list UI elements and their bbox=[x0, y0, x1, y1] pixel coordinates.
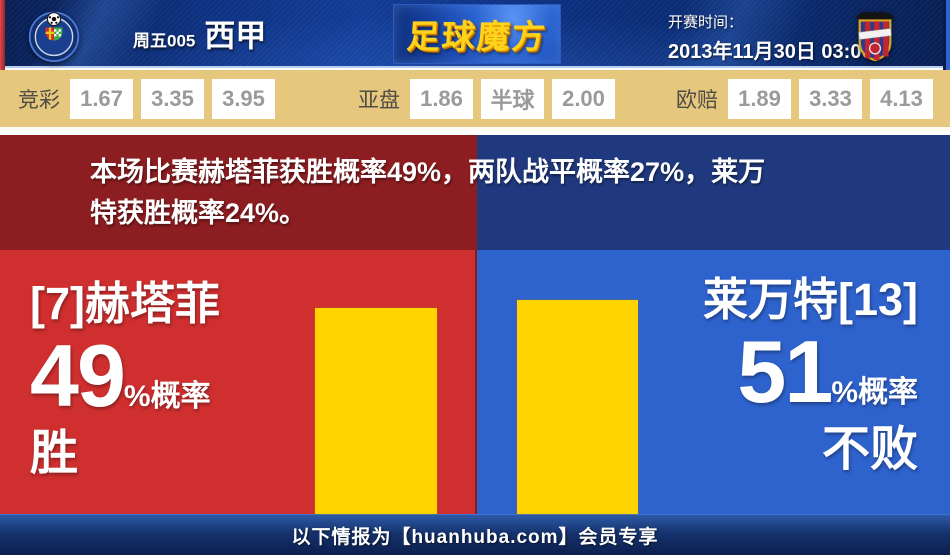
left-red-edge bbox=[0, 0, 5, 70]
away-team-name: 莱万特[13] bbox=[702, 274, 918, 325]
footer-text: 以下情报为【huanhuba.com】会员专享 bbox=[291, 526, 659, 548]
away-team-crest-icon bbox=[848, 5, 902, 68]
away-percent-value: 51 bbox=[737, 322, 833, 421]
away-percent-row: 51%概率 bbox=[703, 328, 918, 416]
odds-value: 1.67 bbox=[70, 78, 133, 119]
kickoff-label: 开赛时间： bbox=[668, 14, 744, 31]
footer-banner: 以下情报为【huanhuba.com】会员专享 bbox=[0, 514, 950, 555]
home-percent-suffix: %概率 bbox=[123, 380, 211, 413]
home-percent-row: 49%概率 bbox=[30, 332, 220, 420]
odds-value: 1.86 bbox=[410, 78, 473, 119]
odds-group-jingcai: 竞彩 1.67 3.35 3.95 bbox=[18, 78, 275, 119]
right-blue-edge bbox=[943, 0, 950, 70]
league-name: 西甲 bbox=[204, 18, 267, 54]
odds-label-jingcai: 竞彩 bbox=[18, 88, 60, 112]
home-team-name: [7]赫塔菲 bbox=[30, 278, 220, 329]
odds-strip: 竞彩 1.67 3.35 3.95 亚盘 1.86 半球 2.00 欧赔 1.8… bbox=[0, 70, 950, 131]
odds-value: 4.13 bbox=[870, 78, 933, 119]
home-team-crest-icon bbox=[26, 5, 82, 68]
odds-value: 3.35 bbox=[141, 78, 204, 119]
home-team-block: [7]赫塔菲 49%概率 胜 bbox=[30, 281, 220, 478]
odds-value: 3.33 bbox=[799, 78, 862, 119]
prediction-area: 本场比赛赫塔菲获胜概率49%，两队战平概率27%，莱万 特获胜概率24%。 [7… bbox=[0, 135, 950, 514]
kickoff-block: 开赛时间： 2013年11月30日 03:00 bbox=[668, 11, 873, 64]
brand-banner: 足球魔方 bbox=[393, 4, 561, 64]
summary-line-1: 本场比赛赫塔菲获胜概率49%，两队战平概率27%，莱万 bbox=[90, 157, 766, 187]
summary-line-2: 特获胜概率24%。 bbox=[90, 198, 307, 228]
home-probability-bar bbox=[315, 308, 437, 514]
away-team-block: 莱万特[13] 51%概率 不败 bbox=[703, 277, 918, 474]
away-probability-bar bbox=[517, 299, 638, 514]
brand-logo: 足球魔方 bbox=[405, 18, 549, 55]
odds-group-yapan: 亚盘 1.86 半球 2.00 bbox=[358, 78, 615, 119]
odds-value: 半球 bbox=[481, 78, 544, 119]
odds-group-oupei: 欧赔 1.89 3.33 4.13 bbox=[676, 78, 933, 119]
home-outcome: 胜 bbox=[30, 426, 79, 480]
match-info: 周五005 西甲 bbox=[133, 11, 266, 56]
away-percent-suffix: %概率 bbox=[831, 376, 918, 409]
odds-label-oupei: 欧赔 bbox=[676, 88, 718, 112]
odds-label-yapan: 亚盘 bbox=[358, 88, 400, 112]
kickoff-time: 2013年11月30日 03:00 bbox=[668, 41, 873, 63]
odds-value: 3.95 bbox=[212, 78, 275, 119]
odds-value: 2.00 bbox=[552, 78, 615, 119]
home-percent-value: 49 bbox=[30, 326, 126, 425]
prediction-summary: 本场比赛赫塔菲获胜概率49%，两队战平概率27%，莱万 特获胜概率24%。 bbox=[90, 152, 930, 234]
odds-value: 1.89 bbox=[728, 78, 791, 119]
match-code: 周五005 bbox=[133, 31, 196, 51]
header: 周五005 西甲 足球魔方 开赛时间： 2013年11月30日 03:00 bbox=[0, 0, 950, 70]
away-outcome: 不败 bbox=[821, 422, 918, 476]
